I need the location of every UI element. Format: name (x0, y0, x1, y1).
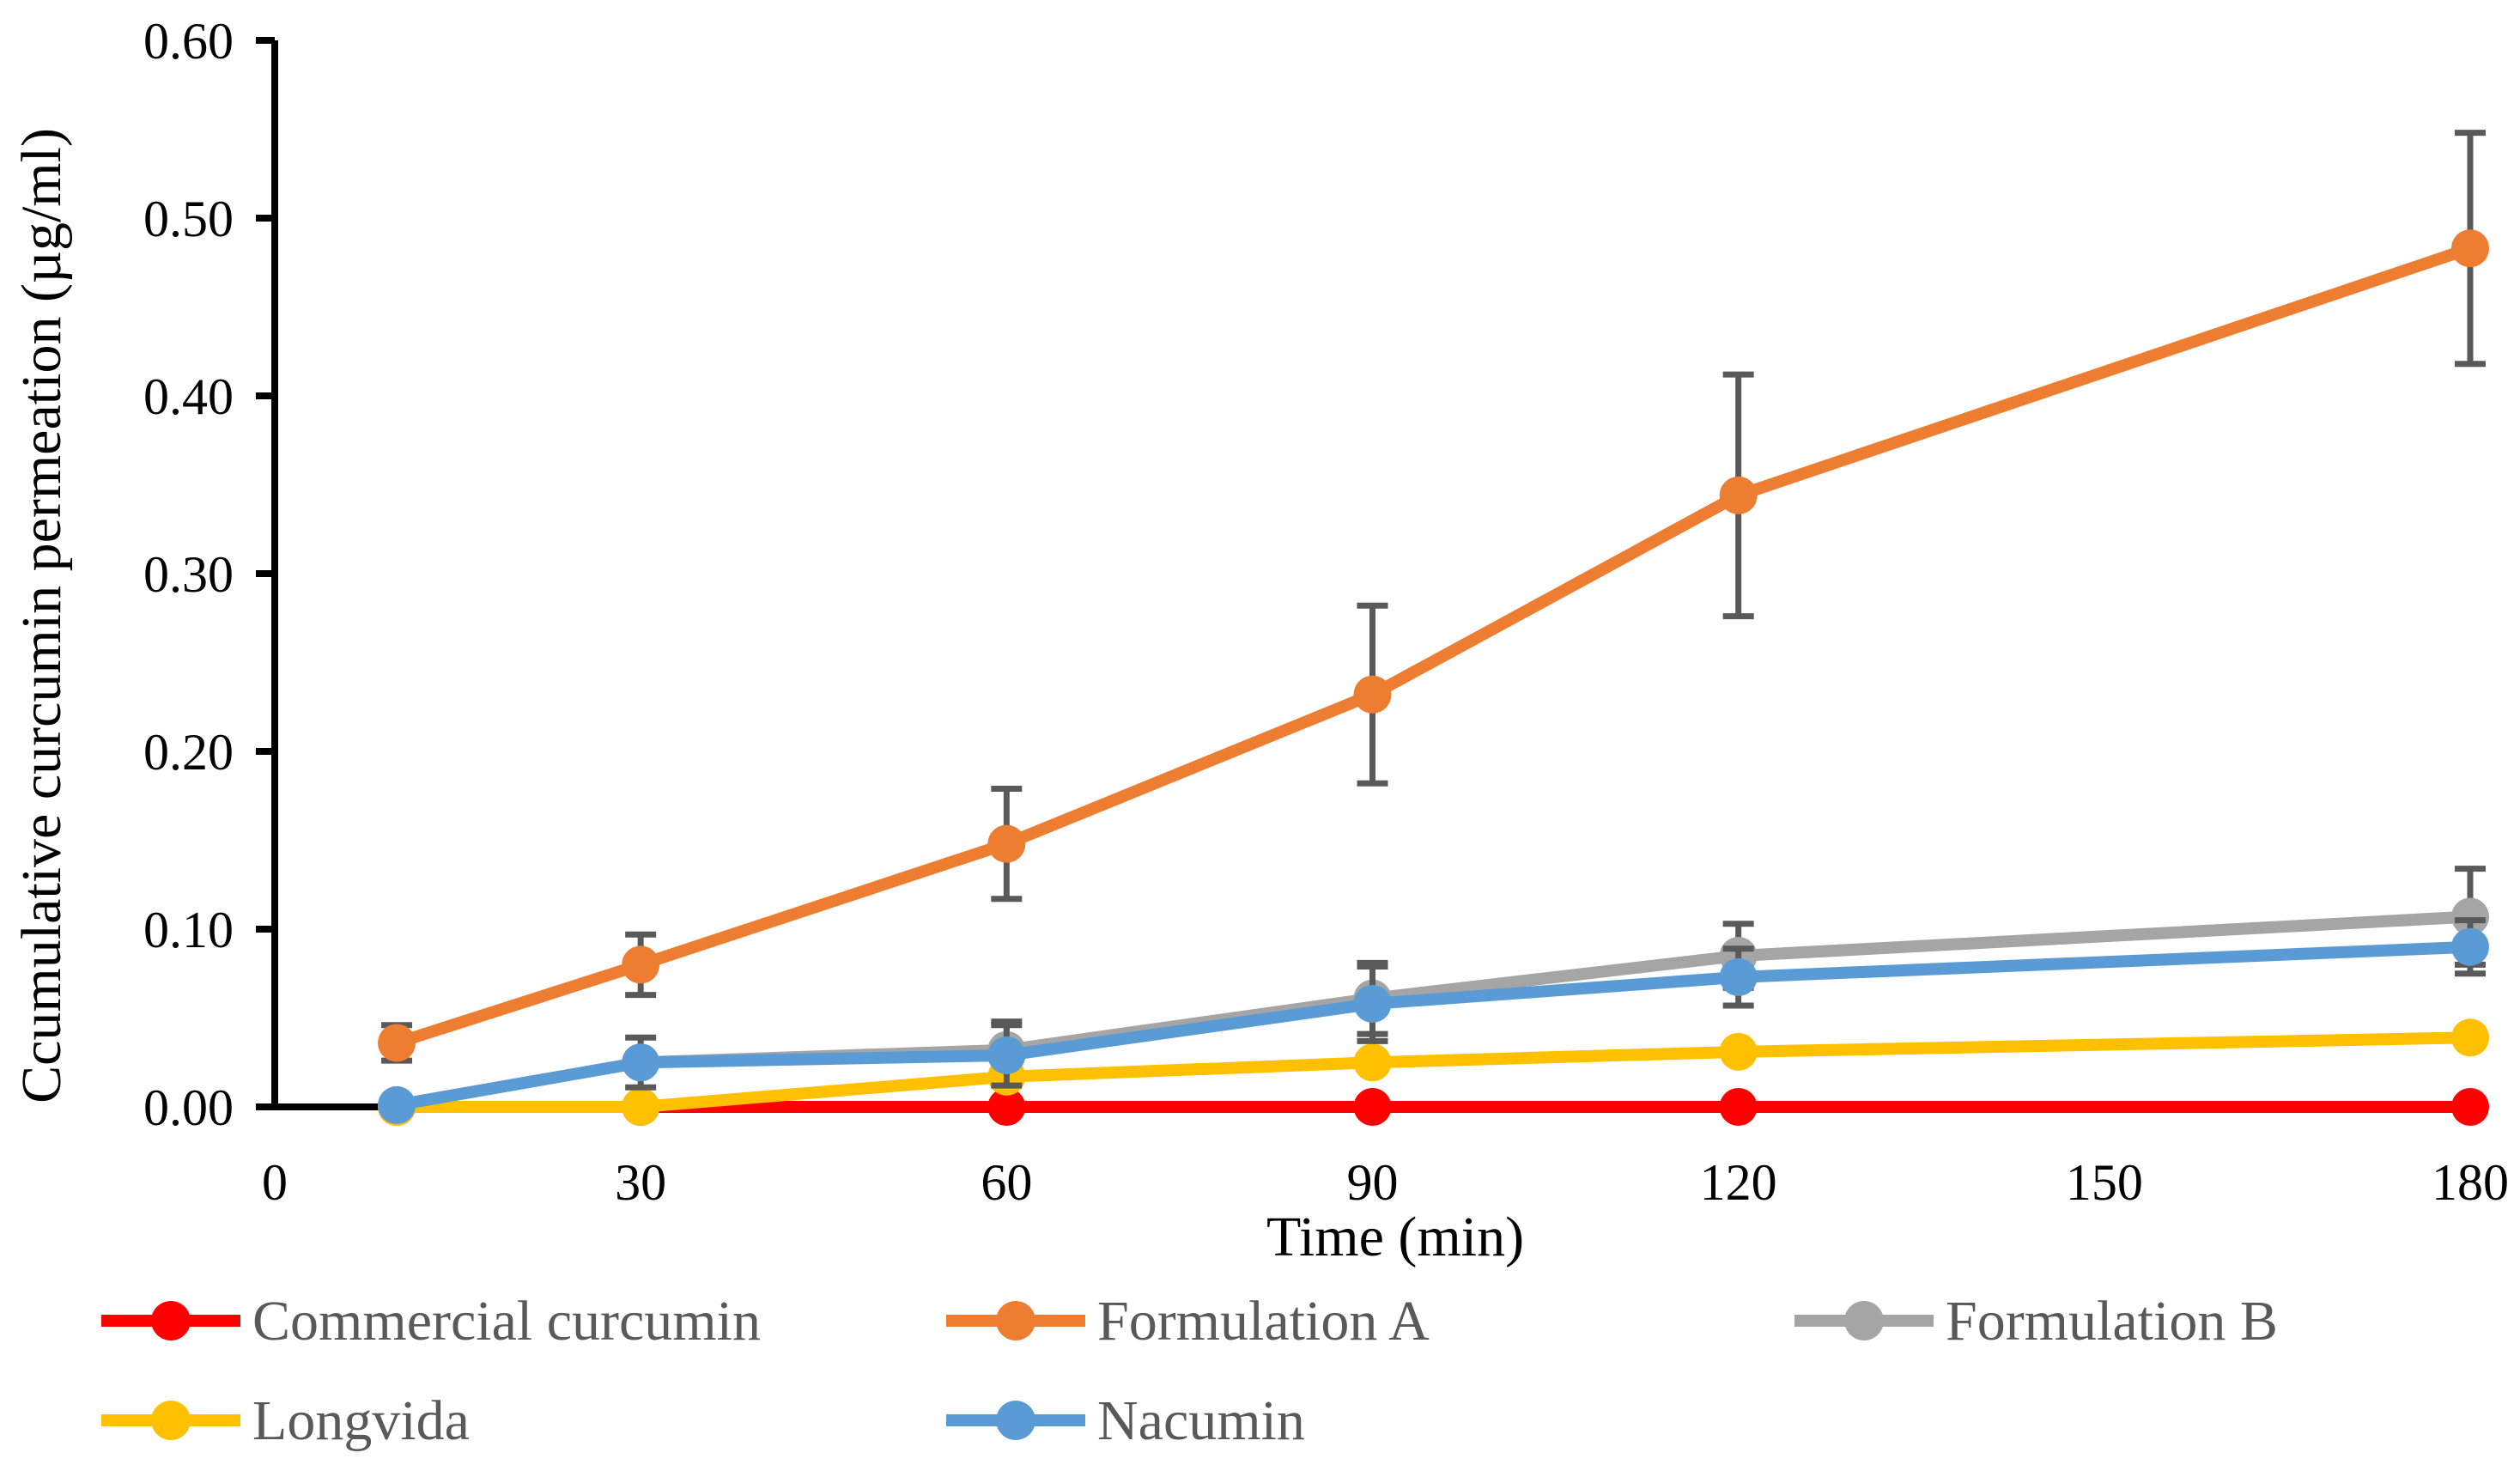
legend-label: Commercial curcumin (252, 1290, 761, 1352)
data-point-marker (2451, 1018, 2489, 1057)
data-point-marker (622, 1043, 660, 1082)
data-point-marker (2451, 229, 2489, 268)
data-point-marker (622, 945, 660, 984)
y-axis-tick-label: 0.00 (143, 1079, 234, 1136)
x-axis-tick-label: 60 (981, 1154, 1032, 1211)
x-axis-tick-label: 150 (2066, 1154, 2143, 1211)
y-axis-title: Ccumulative curcumin permeation (µg/ml) (10, 128, 73, 1103)
x-axis-tick-label: 30 (615, 1154, 666, 1211)
series-formulation-a (378, 130, 2489, 1064)
legend-item-commercial-curcumin: Commercial curcumin (101, 1290, 761, 1352)
data-point-marker (1353, 984, 1392, 1023)
data-point-marker (1719, 1032, 1758, 1071)
legend-item-longvida: Longvida (101, 1389, 470, 1452)
series-line (395, 940, 2471, 1111)
data-point-marker (987, 1088, 1026, 1126)
series-line (397, 1031, 2471, 1113)
data-point-marker (378, 1024, 416, 1062)
legend-item-formulation-a: Formulation A (946, 1290, 1430, 1352)
legend-label: Nacumin (1097, 1389, 1305, 1452)
data-point-marker (987, 1036, 1026, 1074)
y-axis-tick-label: 0.10 (143, 902, 234, 958)
data-point-marker (2451, 1088, 2489, 1126)
legend-label: Formulation B (1946, 1290, 2278, 1352)
x-axis-title: Time (min) (1266, 1206, 1524, 1268)
legend-marker-dot (996, 1401, 1035, 1440)
legend-marker-dot (151, 1401, 191, 1440)
data-point-marker (2451, 927, 2489, 966)
legend-marker-dot (996, 1301, 1035, 1340)
data-point-marker (987, 824, 1026, 863)
data-point-marker (622, 1088, 660, 1126)
legend-label: Formulation A (1097, 1290, 1430, 1352)
x-axis-tick-label: 180 (2432, 1154, 2509, 1211)
y-axis-tick-label: 0.50 (143, 191, 234, 247)
axes: 0.00 0.10 0.20 0.30 0.40 0.50 0.60 0 30 60 90 120 15… (10, 13, 2509, 1268)
x-axis-tick-label: 90 (1347, 1154, 1399, 1211)
y-axis-tick-label: 0.40 (143, 368, 234, 425)
data-point-marker (1719, 957, 1758, 996)
legend-item-nacumin: Nacumin (946, 1389, 1305, 1452)
data-point-marker (1353, 675, 1392, 714)
series-nacumin (378, 917, 2489, 1124)
legend-marker-dot (1844, 1301, 1884, 1340)
data-point-marker (1353, 1043, 1392, 1082)
y-axis-tick-label: 0.20 (143, 724, 234, 781)
data-point-marker (378, 1085, 416, 1124)
data-point-marker (1719, 1088, 1758, 1126)
data-point-marker (2451, 897, 2489, 936)
legend-marker-dot (151, 1301, 191, 1340)
data-point-marker (1353, 1088, 1392, 1126)
legend-label: Longvida (252, 1389, 470, 1452)
x-axis-tick-label: 120 (1700, 1154, 1777, 1211)
y-axis-tick-label: 0.30 (143, 546, 234, 603)
data-point-marker (1719, 476, 1758, 514)
y-axis-tick-label: 0.60 (143, 13, 234, 70)
series-group (378, 130, 2489, 1126)
series-line (394, 242, 2473, 1049)
legend-item-formulation-b: Formulation B (1794, 1290, 2278, 1352)
x-axis-tick-label: 0 (262, 1154, 288, 1211)
legend: Commercial curcumin Formulation A Formulat… (101, 1290, 2278, 1452)
